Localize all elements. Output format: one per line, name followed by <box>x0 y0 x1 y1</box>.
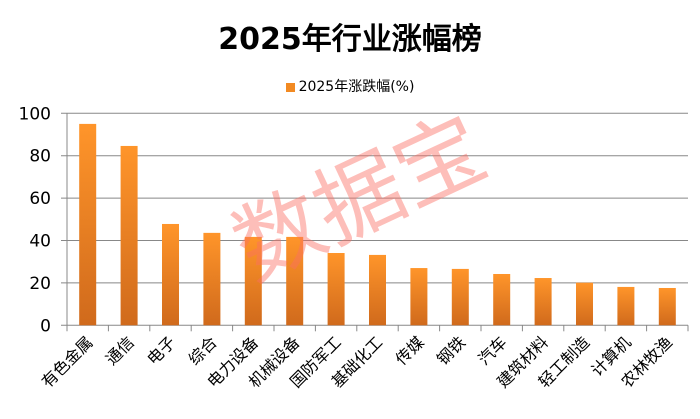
y-tick-label: 100 <box>19 104 51 124</box>
x-tick-label: 传媒 <box>392 333 428 369</box>
legend: 2025年涨跌幅(%) <box>0 76 700 96</box>
x-tick-label: 电子 <box>143 333 179 369</box>
x-tick-label: 综合 <box>185 333 221 369</box>
bar <box>410 268 428 326</box>
bar <box>244 236 262 326</box>
chart-title: 2025年行业涨幅榜 <box>218 22 482 57</box>
legend-label: 2025年涨跌幅(%) <box>298 79 415 95</box>
bar <box>493 273 511 326</box>
bar <box>617 286 635 326</box>
bar <box>534 278 552 326</box>
bar <box>162 223 179 326</box>
bar <box>658 287 676 326</box>
bar <box>79 123 97 326</box>
bar <box>369 254 386 326</box>
x-tick-label: 钢铁 <box>433 333 469 369</box>
x-tick-label: 通信 <box>102 333 138 369</box>
bar <box>286 236 304 326</box>
bar <box>451 268 469 326</box>
x-tick-label: 汽车 <box>474 333 510 369</box>
bar <box>576 282 593 326</box>
y-tick-label: 20 <box>29 274 51 294</box>
bar <box>203 232 221 326</box>
y-tick-label: 60 <box>29 189 51 209</box>
legend-swatch <box>285 82 295 92</box>
bar <box>120 145 138 326</box>
y-tick-label: 40 <box>29 232 51 252</box>
x-tick-label: 有色金属 <box>38 333 97 392</box>
bar <box>327 253 345 326</box>
y-tick-label: 80 <box>29 147 51 167</box>
y-tick-label: 0 <box>40 316 51 336</box>
